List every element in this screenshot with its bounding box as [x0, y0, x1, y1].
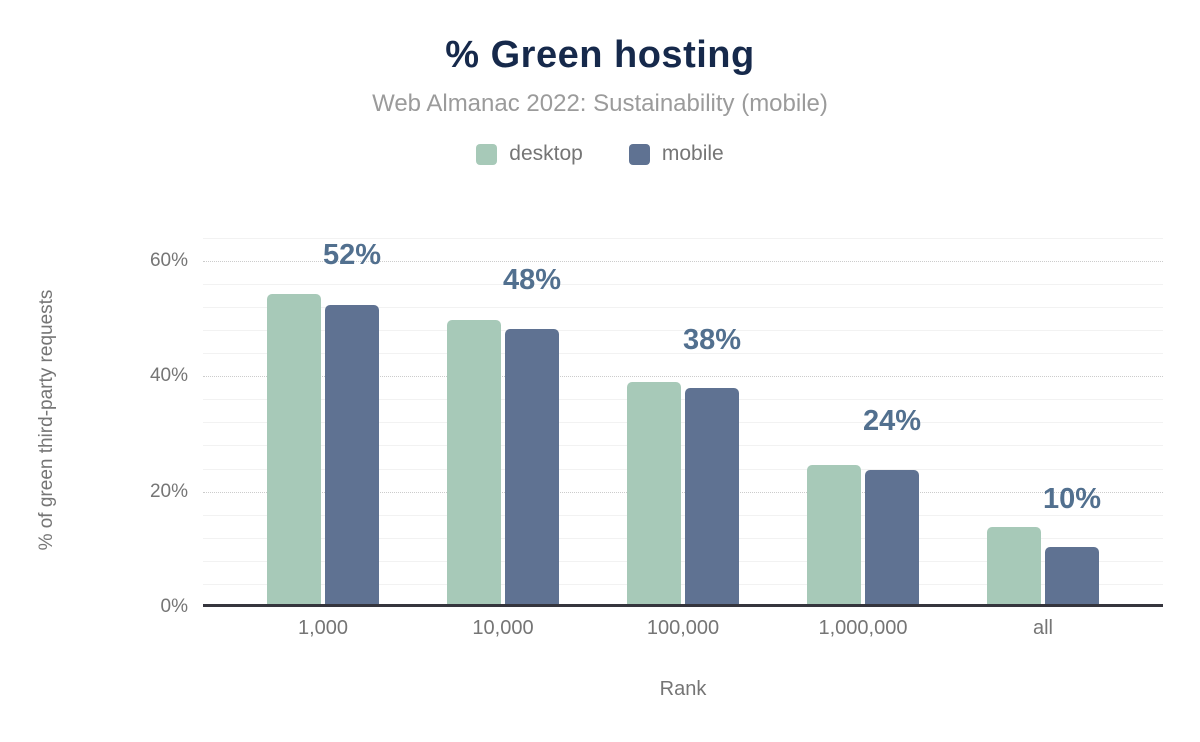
- y-axis-ticks: 0% 20% 40% 60%: [100, 232, 188, 617]
- desktop-bar[interactable]: [987, 526, 1041, 604]
- data-label: 48%: [502, 263, 562, 296]
- mobile-bar[interactable]: [685, 388, 739, 604]
- mobile-bar[interactable]: [325, 304, 379, 604]
- bar-group-100000: 38%: [593, 232, 773, 604]
- legend-label-mobile: mobile: [661, 142, 724, 165]
- desktop-bar[interactable]: [627, 381, 681, 604]
- mobile-bar[interactable]: [865, 469, 919, 604]
- bar-group-10000: 48%: [413, 232, 593, 604]
- desktop-bar[interactable]: [267, 293, 321, 604]
- data-label: 10%: [1042, 483, 1102, 516]
- chart-title: % Green hosting: [445, 34, 755, 76]
- desktop-bar[interactable]: [807, 464, 861, 604]
- minor-gridline: [203, 514, 1163, 516]
- minor-gridline: [203, 537, 1163, 539]
- data-label: 38%: [682, 323, 742, 356]
- plot-area: 52% 48% 38% 24% 10%: [203, 232, 1163, 607]
- y-tick-label: 20%: [149, 480, 188, 502]
- major-gridline: [203, 491, 1163, 493]
- x-tick-label: all: [1032, 617, 1053, 639]
- minor-gridline: [203, 330, 1163, 332]
- mobile-bar[interactable]: [1045, 546, 1099, 604]
- bars-band: 52% 48% 38% 24% 10%: [203, 232, 1163, 604]
- data-label: 24%: [862, 405, 922, 438]
- bar-group-1000000: 24%: [773, 232, 953, 604]
- y-tick-label: 0%: [160, 596, 188, 617]
- major-gridline: [203, 260, 1163, 262]
- x-tick-label: 10,000: [472, 617, 534, 639]
- minor-gridline: [203, 422, 1163, 424]
- chart-subtitle: Web Almanac 2022: Sustainability (mobile…: [372, 90, 828, 117]
- minor-gridline: [203, 353, 1163, 355]
- legend-item-mobile[interactable]: mobile: [628, 142, 724, 166]
- minor-gridline: [203, 399, 1163, 401]
- x-tick-label: 1,000,000: [818, 617, 908, 639]
- bar-group-all: 10%: [953, 232, 1133, 604]
- minor-gridline: [203, 283, 1163, 285]
- legend-item-desktop[interactable]: desktop: [476, 142, 583, 166]
- bar-group-1000: 52%: [233, 232, 413, 604]
- legend-label-desktop: desktop: [509, 142, 583, 165]
- minor-gridline: [203, 468, 1163, 470]
- x-tick-label: 100,000: [646, 617, 720, 639]
- minor-gridline: [203, 583, 1163, 585]
- minor-gridline: [203, 237, 1163, 239]
- minor-gridline: [203, 560, 1163, 562]
- x-tick-label: 1,000: [297, 617, 349, 639]
- y-axis-title: % of green third-party requests: [36, 289, 57, 551]
- y-tick-label: 60%: [149, 249, 188, 271]
- major-gridline: [203, 376, 1163, 378]
- y-tick-label: 40%: [149, 365, 188, 387]
- mobile-bar[interactable]: [505, 328, 559, 604]
- mobile-swatch-icon: [628, 143, 650, 165]
- desktop-bar[interactable]: [447, 320, 501, 604]
- minor-gridline: [203, 445, 1163, 447]
- x-axis-ticks: 1,000 10,000 100,000 1,000,000 all: [203, 617, 1163, 640]
- data-label: 52%: [322, 239, 382, 272]
- legend: desktop mobile: [0, 142, 1200, 166]
- minor-gridline: [203, 307, 1163, 308]
- desktop-swatch-icon: [476, 143, 498, 165]
- x-axis-title: Rank: [659, 678, 707, 700]
